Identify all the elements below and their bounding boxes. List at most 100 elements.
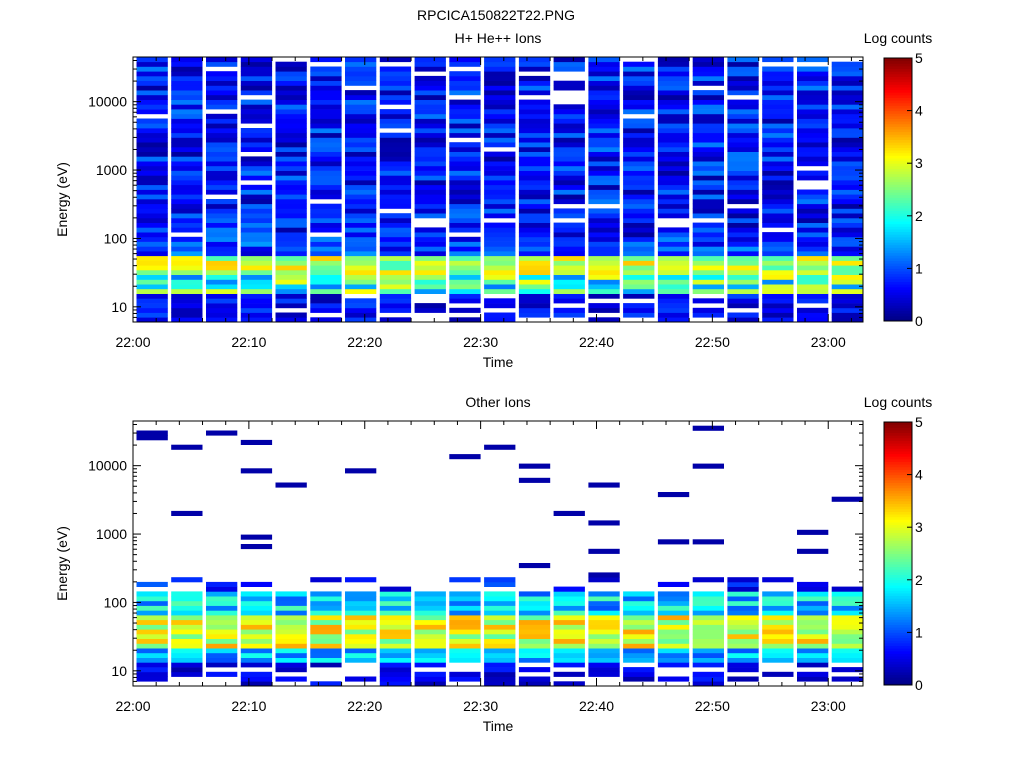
heatmap-cell xyxy=(797,232,829,238)
heatmap-cell xyxy=(136,118,168,124)
heatmap-cell xyxy=(553,227,585,233)
heatmap-cell xyxy=(692,142,724,148)
heatmap-cell xyxy=(240,104,273,110)
heatmap-cell xyxy=(275,142,307,148)
heatmap-cell xyxy=(171,279,203,285)
heatmap-cell xyxy=(136,71,168,77)
heatmap-cell xyxy=(831,232,863,238)
heatmap-cell xyxy=(449,255,481,261)
y-tick-label: 10 xyxy=(111,299,127,315)
heatmap-cell xyxy=(240,303,273,309)
heatmap-cell xyxy=(484,142,516,148)
heatmap-cell xyxy=(727,222,759,228)
heatmap-cell xyxy=(518,66,551,72)
heatmap-cell xyxy=(206,236,238,242)
heatmap-cell xyxy=(414,288,446,294)
heatmap-cell xyxy=(762,638,794,644)
heatmap-cell xyxy=(553,600,585,606)
heatmap-cell xyxy=(831,137,863,143)
heatmap-cell xyxy=(623,236,655,242)
heatmap-cell xyxy=(588,71,620,77)
heatmap-cell xyxy=(345,123,377,129)
heatmap-cell xyxy=(206,85,238,91)
heatmap-cell xyxy=(797,123,829,129)
heatmap-cell xyxy=(206,265,238,271)
heatmap-cell xyxy=(240,643,273,649)
heatmap-cell xyxy=(762,241,794,247)
heatmap-cell xyxy=(518,638,551,644)
heatmap-cell xyxy=(762,80,794,86)
heatmap-cell xyxy=(171,638,203,644)
heatmap-cell xyxy=(136,303,168,309)
heatmap-cell xyxy=(623,279,655,285)
heatmap-cell xyxy=(275,189,307,195)
heatmap-cell xyxy=(553,652,585,658)
heatmap-cell xyxy=(518,629,551,635)
heatmap-cell xyxy=(797,236,829,242)
heatmap-cell xyxy=(657,137,690,143)
heatmap-cell xyxy=(171,510,203,516)
heatmap-cell xyxy=(657,236,690,242)
heatmap-cell xyxy=(310,123,342,129)
heatmap-cell xyxy=(310,681,342,686)
heatmap-cell xyxy=(206,61,238,67)
heatmap-cell xyxy=(762,265,794,271)
heatmap-cell xyxy=(727,175,759,181)
heatmap-cell xyxy=(345,236,377,242)
heatmap-cell xyxy=(345,303,377,309)
heatmap-cell xyxy=(275,648,307,654)
colorbar-segment xyxy=(884,571,912,576)
heatmap-cell xyxy=(136,307,168,313)
heatmap-cell xyxy=(831,213,863,219)
colorbar-segment xyxy=(884,658,912,662)
heatmap-cell xyxy=(310,591,342,597)
colorbar-segment xyxy=(884,247,912,251)
heatmap-cell xyxy=(136,293,168,299)
heatmap-cell xyxy=(136,435,168,441)
colorbar-segment xyxy=(884,648,912,652)
colorbar-segment xyxy=(884,189,912,193)
heatmap-cell xyxy=(449,57,481,63)
colorbar-segment xyxy=(884,590,912,594)
heatmap-cell xyxy=(623,615,655,621)
heatmap-cell xyxy=(414,123,446,129)
heatmap-cell xyxy=(136,284,168,290)
heatmap-cell xyxy=(518,137,551,143)
heatmap-cell xyxy=(588,638,620,644)
heatmap-cell xyxy=(797,548,829,554)
heatmap-cell xyxy=(275,213,307,219)
heatmap-cell xyxy=(831,94,863,100)
heatmap-cell xyxy=(414,265,446,271)
heatmap-cell xyxy=(240,113,273,119)
heatmap-cell xyxy=(275,75,307,81)
x-tick-label: 22:40 xyxy=(579,698,614,714)
colorbar-segment xyxy=(884,437,912,441)
heatmap-cell xyxy=(345,184,377,190)
heatmap-cell xyxy=(449,251,481,257)
heatmap-cell xyxy=(762,175,794,181)
heatmap-cell xyxy=(136,667,168,673)
heatmap-cell xyxy=(831,175,863,181)
heatmap-cell xyxy=(449,610,481,616)
heatmap-cell xyxy=(588,222,620,228)
heatmap-cell xyxy=(345,189,377,195)
heatmap-cell xyxy=(727,586,759,592)
heatmap-cell xyxy=(171,274,203,280)
heatmap-cell xyxy=(657,175,690,181)
colorbar-segment xyxy=(884,273,912,277)
heatmap-cell xyxy=(275,246,307,252)
heatmap-cell xyxy=(206,175,238,181)
x-tick-label: 22:20 xyxy=(347,698,382,714)
heatmap-cell xyxy=(310,298,342,304)
heatmap-cell xyxy=(345,279,377,285)
heatmap-cell xyxy=(623,676,655,682)
heatmap-cell xyxy=(762,222,794,228)
heatmap-cell xyxy=(518,676,551,682)
heatmap-cell xyxy=(762,293,794,299)
heatmap-cell xyxy=(414,648,446,654)
heatmap-cell xyxy=(484,657,516,663)
heatmap-cell xyxy=(171,307,203,313)
heatmap-cell xyxy=(136,61,168,67)
heatmap-cell xyxy=(831,676,863,682)
heatmap-cell xyxy=(206,284,238,290)
